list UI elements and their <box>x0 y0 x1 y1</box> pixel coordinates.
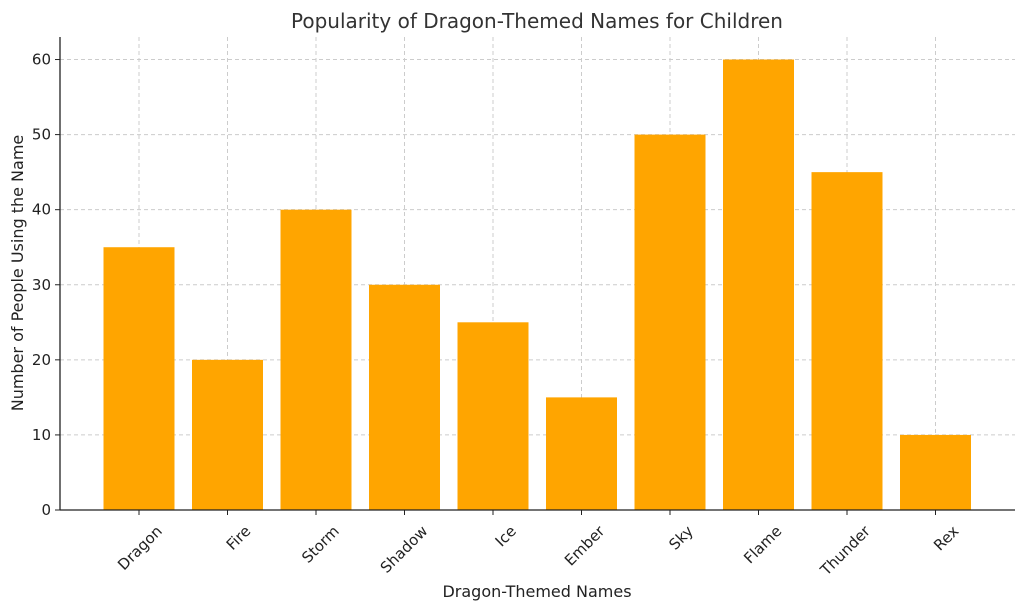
y-tick-label: 30 <box>32 276 51 294</box>
y-axis-label: Number of People Using the Name <box>8 135 27 412</box>
x-tick-label: Ember <box>561 522 609 570</box>
chart-title: Popularity of Dragon-Themed Names for Ch… <box>291 9 783 33</box>
axes <box>59 37 1015 511</box>
y-tick-label: 20 <box>32 351 51 369</box>
bar-thunder <box>811 172 883 510</box>
x-tick-label: Ice <box>492 522 520 550</box>
bar-sky <box>634 134 706 510</box>
x-tick-label: Rex <box>930 522 962 554</box>
bar-dragon <box>103 247 175 510</box>
bar-ember <box>546 397 617 510</box>
bar-flame <box>723 59 794 511</box>
y-tick-label: 10 <box>32 426 51 444</box>
x-tick-label: Shadow <box>377 522 432 577</box>
bars <box>103 59 971 511</box>
x-tick-label: Sky <box>665 522 697 554</box>
y-tick-label: 60 <box>32 51 51 69</box>
bar-shadow <box>369 284 440 510</box>
bar-fire <box>192 359 263 510</box>
y-tick-label: 40 <box>32 201 51 219</box>
bar-ice <box>457 322 529 510</box>
x-tick-label: Fire <box>223 522 255 554</box>
x-tick-labels: Dragon Fire Storm Shadow Ice Ember Sky Flame Thu… <box>114 510 962 580</box>
y-tick-label: 50 <box>32 126 51 144</box>
x-tick-label: Storm <box>298 522 343 567</box>
x-tick-label: Dragon <box>114 522 166 574</box>
x-tick-label: Flame <box>740 522 785 567</box>
y-tick-label: 0 <box>41 501 51 519</box>
x-tick-label: Thunder <box>816 522 874 580</box>
bar-storm <box>280 209 352 510</box>
y-tick-labels: 0 10 20 30 40 50 60 <box>32 51 60 519</box>
x-axis-label: Dragon-Themed Names <box>442 582 631 601</box>
bar-rex <box>900 434 971 510</box>
